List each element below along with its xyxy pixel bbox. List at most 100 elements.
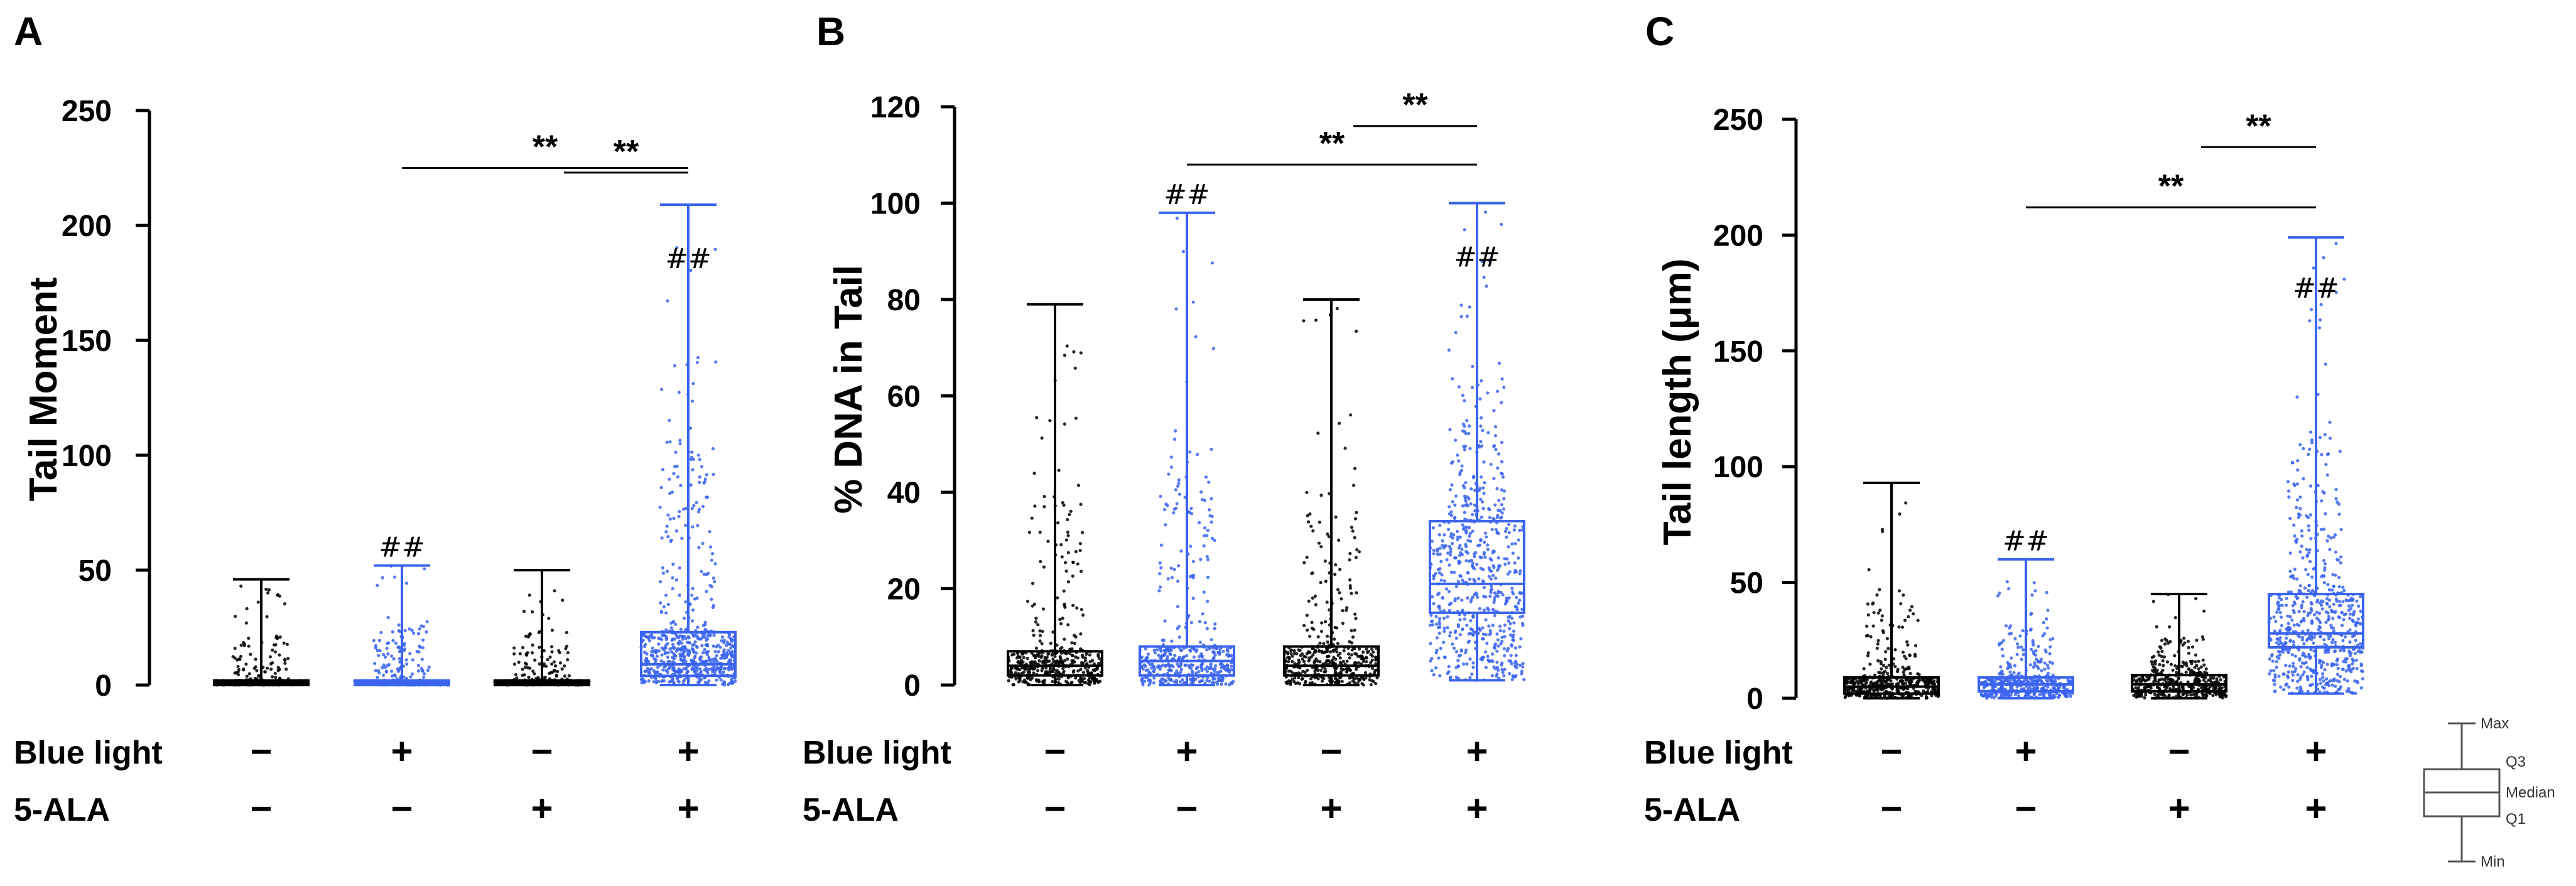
data-point bbox=[1360, 681, 1364, 686]
data-point bbox=[512, 646, 516, 650]
data-point bbox=[708, 659, 712, 662]
data-point bbox=[1466, 539, 1470, 543]
data-point bbox=[1348, 668, 1352, 672]
data-point bbox=[1492, 409, 1496, 413]
data-point bbox=[2010, 656, 2013, 660]
data-point bbox=[420, 657, 424, 661]
data-point bbox=[1080, 608, 1083, 612]
data-point bbox=[542, 649, 546, 652]
data-point bbox=[656, 666, 660, 669]
data-point bbox=[1056, 521, 1060, 525]
data-point bbox=[1049, 641, 1053, 645]
data-point bbox=[690, 647, 694, 651]
data-point bbox=[699, 678, 703, 681]
data-point bbox=[2046, 608, 2050, 612]
data-point bbox=[1081, 661, 1085, 665]
data-point bbox=[1098, 657, 1101, 661]
data-point bbox=[714, 360, 718, 364]
data-point bbox=[1158, 585, 1162, 589]
data-point bbox=[1483, 555, 1487, 559]
y-tick-label: 0 bbox=[1746, 683, 1763, 716]
data-point bbox=[668, 680, 671, 684]
data-point bbox=[692, 504, 696, 507]
data-point bbox=[1442, 579, 1446, 583]
data-point bbox=[1302, 319, 1306, 323]
data-point bbox=[2039, 657, 2043, 661]
data-point bbox=[1314, 603, 1318, 607]
data-point bbox=[1881, 529, 1885, 533]
data-point bbox=[1355, 591, 1358, 595]
data-point bbox=[644, 635, 648, 639]
data-point bbox=[664, 644, 668, 647]
data-point bbox=[669, 650, 674, 654]
data-point bbox=[1878, 608, 1882, 612]
data-point bbox=[1365, 647, 1368, 651]
data-point bbox=[1448, 544, 1451, 548]
data-point bbox=[1480, 475, 1483, 479]
data-point bbox=[263, 670, 267, 674]
data-point bbox=[1476, 544, 1480, 548]
data-point bbox=[1897, 625, 1901, 629]
data-point bbox=[2021, 652, 2025, 657]
data-point bbox=[1521, 665, 1525, 669]
data-point bbox=[1201, 612, 1204, 616]
data-point bbox=[1318, 521, 1321, 524]
data-point bbox=[1202, 590, 1206, 594]
data-point bbox=[1289, 648, 1293, 652]
data-point bbox=[1205, 554, 1209, 559]
data-point bbox=[1305, 628, 1309, 632]
data-point bbox=[397, 623, 401, 627]
data-point bbox=[1166, 577, 1170, 581]
data-point bbox=[1464, 431, 1468, 436]
data-point bbox=[2194, 597, 2198, 600]
data-point bbox=[1163, 619, 1167, 623]
data-point bbox=[1302, 659, 1306, 664]
data-point bbox=[1460, 553, 1464, 556]
data-point bbox=[1893, 664, 1897, 669]
data-point bbox=[1513, 664, 1517, 668]
data-point bbox=[715, 678, 718, 682]
y-tick-label: 250 bbox=[1713, 104, 1763, 137]
data-point bbox=[690, 593, 694, 597]
data-point bbox=[713, 247, 717, 251]
data-point bbox=[673, 637, 676, 641]
data-point bbox=[1437, 533, 1441, 537]
y-tick-label: 200 bbox=[62, 210, 112, 243]
data-point bbox=[1502, 674, 1506, 678]
data-point bbox=[2045, 626, 2049, 630]
data-point bbox=[382, 652, 386, 657]
data-point bbox=[1034, 646, 1039, 650]
data-point bbox=[661, 679, 664, 683]
data-point bbox=[1226, 647, 1230, 651]
data-point bbox=[1518, 615, 1522, 619]
data-point bbox=[1307, 599, 1311, 603]
data-point bbox=[1447, 348, 1451, 352]
data-point bbox=[549, 645, 554, 649]
data-point bbox=[1515, 608, 1519, 612]
data-point bbox=[1877, 671, 1881, 674]
data-point bbox=[713, 562, 717, 566]
data-point bbox=[695, 360, 699, 365]
data-point bbox=[1040, 436, 1044, 440]
data-point bbox=[1211, 677, 1215, 681]
data-point bbox=[1494, 576, 1498, 580]
data-point bbox=[664, 593, 668, 597]
data-point bbox=[668, 477, 671, 481]
data-point bbox=[1500, 472, 1504, 476]
data-point bbox=[1161, 639, 1164, 642]
data-point bbox=[2008, 670, 2012, 674]
data-point bbox=[691, 382, 695, 386]
data-point bbox=[1324, 669, 1328, 673]
data-point bbox=[377, 654, 381, 657]
data-point bbox=[1435, 549, 1439, 553]
data-point bbox=[713, 670, 717, 674]
data-point bbox=[1437, 592, 1441, 595]
data-point bbox=[684, 667, 688, 671]
data-point bbox=[1446, 527, 1451, 531]
data-point bbox=[1484, 595, 1488, 599]
data-point bbox=[727, 649, 730, 652]
data-point bbox=[565, 630, 569, 634]
data-point bbox=[1302, 654, 1306, 659]
data-point bbox=[1439, 646, 1442, 651]
data-point bbox=[1348, 586, 1353, 590]
